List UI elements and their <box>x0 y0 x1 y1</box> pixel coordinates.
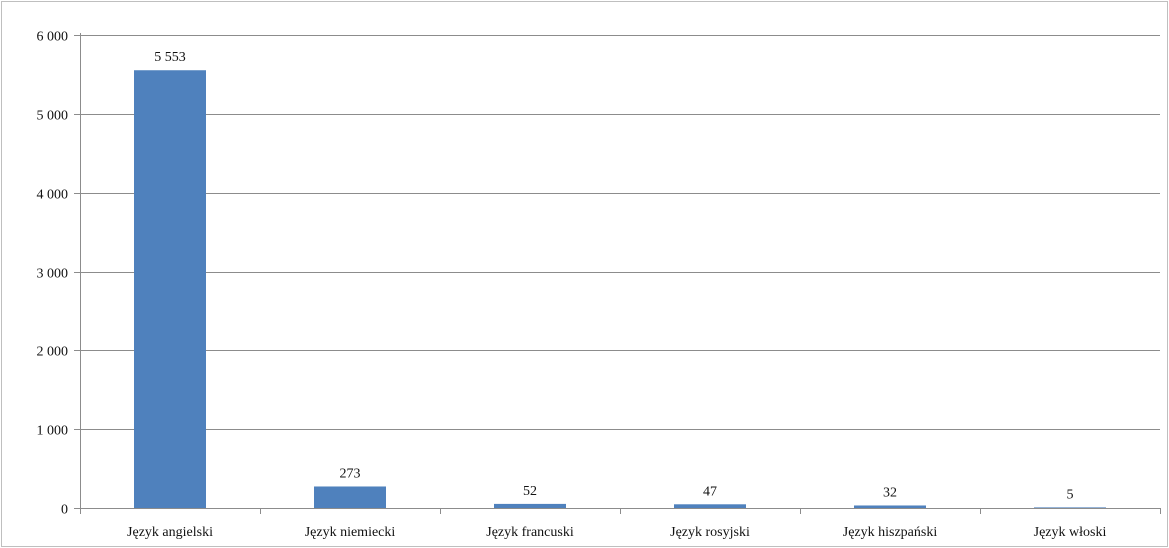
x-tick-label: Język angielski <box>127 525 213 540</box>
data-label: 47 <box>703 484 717 499</box>
bar <box>674 504 746 508</box>
data-label: 5 <box>1067 488 1074 503</box>
x-tick-label: Język hiszpański <box>843 525 938 540</box>
x-tick-label: Język rosyjski <box>670 525 750 540</box>
x-tick-label: Język włoski <box>1034 525 1107 540</box>
bar <box>494 503 566 508</box>
bar <box>1034 507 1106 508</box>
y-tick-label: 1 000 <box>37 424 69 439</box>
y-tick-label: 3 000 <box>37 267 69 282</box>
data-label: 32 <box>883 485 897 500</box>
y-tick-label: 6 000 <box>37 30 69 45</box>
bar <box>314 486 386 508</box>
y-tick-label: 2 000 <box>37 345 69 360</box>
bar <box>134 70 206 509</box>
x-tick-label: Język niemiecki <box>305 525 396 540</box>
data-label: 52 <box>523 484 537 499</box>
x-tick-label: Język francuski <box>486 525 574 540</box>
y-tick-label: 0 <box>61 503 68 518</box>
data-label: 5 553 <box>154 50 186 65</box>
data-label: 273 <box>340 466 361 481</box>
y-tick-label: 5 000 <box>37 109 69 124</box>
bar <box>854 505 926 508</box>
y-tick-label: 4 000 <box>37 188 69 203</box>
